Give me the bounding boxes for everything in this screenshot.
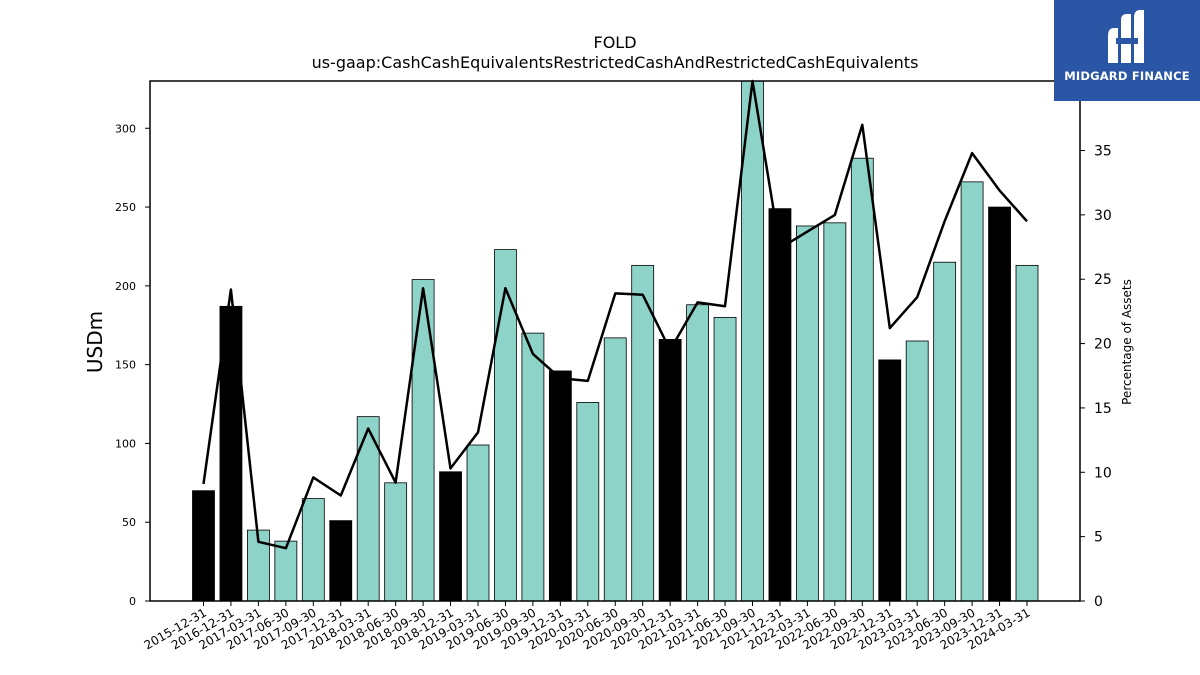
y-tick-label-250: 250 (115, 201, 136, 214)
bar-2022-03-31 (796, 225, 819, 602)
y2-tick-label-5: 5 (1094, 530, 1103, 546)
bar-2024-03-31 (1015, 264, 1039, 602)
bar-2017-12-31 (329, 520, 353, 602)
y2-tick-label-30: 30 (1094, 208, 1112, 224)
y2-tick-label-15: 15 (1094, 401, 1112, 417)
y2-tick-label-10: 10 (1094, 465, 1112, 481)
bar-2021-09-30 (741, 80, 764, 602)
pct-line-group (202, 79, 1028, 550)
midgard-finance-logo: MIDGARD FINANCE (1054, 0, 1200, 101)
y-tick-label-150: 150 (115, 359, 136, 372)
pct-of-assets-line (202, 79, 1028, 550)
y-tick-label-100: 100 (115, 437, 136, 450)
bar-2023-03-31 (905, 340, 929, 602)
logo-text: MIDGARD FINANCE (1064, 69, 1190, 83)
bar-2021-03-31 (686, 304, 709, 602)
bar-2023-12-31 (988, 206, 1011, 602)
y-tick-label-50: 50 (122, 516, 136, 529)
y2-tick-label-35: 35 (1094, 144, 1112, 160)
bar-2017-09-30 (301, 498, 325, 602)
bar-2023-09-30 (960, 181, 984, 602)
y-tick-label-200: 200 (115, 280, 136, 293)
bar-2019-03-31 (466, 444, 490, 602)
bar-2017-06-30 (274, 540, 298, 602)
y2-tick-label-0: 0 (1094, 594, 1103, 610)
bar-2019-12-31 (548, 370, 572, 602)
bar-2022-09-30 (850, 157, 874, 602)
bar-2020-12-31 (658, 339, 682, 602)
bar-2021-06-30 (713, 316, 737, 602)
chart-subtitle: us-gaap:CashCashEquivalentsRestrictedCas… (312, 53, 919, 72)
bar-2019-09-30 (521, 332, 545, 602)
bar-2019-06-30 (494, 249, 517, 602)
bar-2023-06-30 (933, 261, 957, 602)
bar-2018-06-30 (384, 482, 408, 602)
bar-2022-12-31 (878, 359, 902, 602)
midgard-logo-icon (1108, 10, 1144, 63)
bar-2020-03-31 (576, 402, 600, 602)
y-tick-label-300: 300 (115, 122, 136, 135)
y2-axis-label: Percentage of Assets (1120, 279, 1134, 405)
bar-2018-12-31 (439, 471, 462, 602)
y2-tick-label-20: 20 (1094, 337, 1112, 353)
bar-2022-06-30 (823, 222, 847, 602)
bar-2018-09-30 (411, 279, 435, 602)
chart-title: FOLD (593, 33, 636, 52)
y-tick-label-0: 0 (129, 595, 136, 608)
bar-2020-06-30 (603, 337, 627, 602)
y2-tick-label-25: 25 (1094, 272, 1112, 288)
bar-2021-12-31 (768, 208, 792, 602)
bars-group (192, 80, 1039, 602)
y-axis-label: USDm (83, 311, 107, 373)
bar-2015-12-31 (192, 490, 215, 602)
bar-2020-09-30 (631, 264, 655, 602)
